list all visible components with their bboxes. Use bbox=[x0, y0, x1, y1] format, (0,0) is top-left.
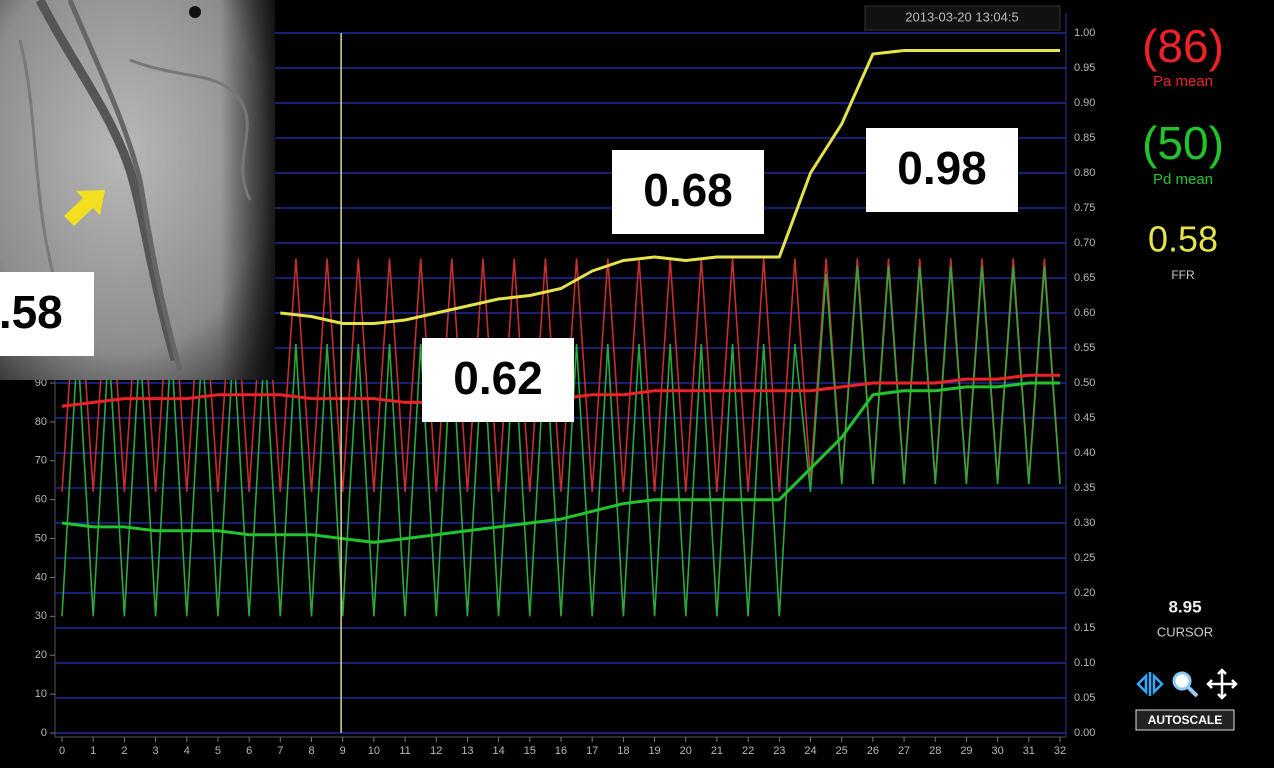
readout-value: 0.58 bbox=[1148, 219, 1218, 260]
autoscale-label: AUTOSCALE bbox=[1148, 713, 1222, 727]
x-tick-label: 10 bbox=[368, 745, 380, 757]
cursor-value: 8.95 bbox=[1168, 597, 1201, 616]
y-tick-label: 30 bbox=[35, 610, 47, 622]
x-tick-label: 26 bbox=[867, 745, 879, 757]
move-icon[interactable] bbox=[1208, 670, 1236, 698]
x-tick-label: 13 bbox=[461, 745, 473, 757]
x-tick-label: 15 bbox=[524, 745, 536, 757]
x-tick-label: 27 bbox=[898, 745, 910, 757]
timestamp: 2013-03-20 13:04:5 bbox=[905, 9, 1018, 24]
x-tick-label: 16 bbox=[555, 745, 567, 757]
overlay: 2013-03-20 13:04:5 0.68 0.98 0.62 0.58 bbox=[0, 0, 1060, 422]
y2-tick-label: 0.20 bbox=[1074, 587, 1095, 599]
y-tick-label: 10 bbox=[35, 688, 47, 700]
pan-icon[interactable] bbox=[1138, 672, 1162, 696]
y2-tick-label: 0.55 bbox=[1074, 342, 1095, 354]
y-tick-label: 50 bbox=[35, 532, 47, 544]
x-tick-label: 30 bbox=[992, 745, 1004, 757]
x-tick-label: 11 bbox=[399, 745, 410, 757]
cursor-label: CURSOR bbox=[1157, 624, 1213, 639]
x-tick-label: 12 bbox=[430, 745, 442, 757]
y-tick-label: 70 bbox=[35, 455, 47, 467]
x-tick-label: 14 bbox=[493, 745, 505, 757]
x-tick-label: 28 bbox=[929, 745, 941, 757]
y2-tick-label: 0.10 bbox=[1074, 657, 1095, 669]
y2-tick-label: 0.65 bbox=[1074, 272, 1095, 284]
y2-tick-label: 0.80 bbox=[1074, 167, 1095, 179]
x-tick-label: 3 bbox=[153, 745, 159, 757]
x-tick-label: 2 bbox=[121, 745, 127, 757]
x-tick-label: 21 bbox=[711, 745, 723, 757]
y2-tick-label: 0.40 bbox=[1074, 447, 1095, 459]
annotation-text: 0.98 bbox=[897, 142, 987, 194]
y-tick-label: 0 bbox=[41, 727, 47, 739]
y2-tick-label: 0.75 bbox=[1074, 202, 1095, 214]
x-tick-label: 22 bbox=[742, 745, 754, 757]
readout-label: Pd mean bbox=[1153, 171, 1213, 188]
readout-label: FFR bbox=[1171, 268, 1195, 282]
x-tick-label: 31 bbox=[1023, 745, 1035, 757]
annotation-text: 0.58 bbox=[0, 286, 63, 338]
ffr-display: 0.00 0.05 0.10 0.15 0.20 0.25 0.30 0.35 0.40 0.45… bbox=[0, 0, 1274, 768]
y-tick-label: 80 bbox=[35, 416, 47, 428]
x-tick-label: 17 bbox=[586, 745, 598, 757]
screen: 0.00 0.05 0.10 0.15 0.20 0.25 0.30 0.35 0.40 0.45… bbox=[0, 0, 1274, 768]
y-tick-label: 20 bbox=[35, 649, 47, 661]
y2-tick-label: 1.00 bbox=[1074, 27, 1095, 39]
x-tick-label: 23 bbox=[773, 745, 785, 757]
y2-tick-label: 0.95 bbox=[1074, 62, 1095, 74]
x-tick-label: 18 bbox=[617, 745, 629, 757]
x-tick-label: 9 bbox=[340, 745, 346, 757]
x-tick-label: 29 bbox=[960, 745, 972, 757]
y2-tick-label: 0.35 bbox=[1074, 482, 1095, 494]
x-tick-label: 5 bbox=[215, 745, 221, 757]
x-tick-label: 19 bbox=[648, 745, 660, 757]
y2-tick-label: 0.45 bbox=[1074, 412, 1095, 424]
x-tick-label: 0 bbox=[59, 745, 65, 757]
y-tick-label: 40 bbox=[35, 571, 47, 583]
y2-tick-label: 0.25 bbox=[1074, 552, 1095, 564]
readout-label: Pa mean bbox=[1153, 73, 1213, 90]
y2-tick-label: 0.85 bbox=[1074, 132, 1095, 144]
y2-tick-label: 0.90 bbox=[1074, 97, 1095, 109]
y2-tick-label: 0.60 bbox=[1074, 307, 1095, 319]
annotation-text: 0.68 bbox=[643, 164, 733, 216]
annotation-text: 0.62 bbox=[453, 352, 543, 404]
readout-value: (50) bbox=[1142, 117, 1224, 169]
x-tick-label: 24 bbox=[804, 745, 816, 757]
x-tick-label: 8 bbox=[308, 745, 314, 757]
y-tick-label: 60 bbox=[35, 494, 47, 506]
zoom-icon[interactable] bbox=[1174, 673, 1190, 689]
readout-value: (86) bbox=[1142, 20, 1224, 72]
x-tick-label: 4 bbox=[184, 745, 190, 757]
x-tick-label: 7 bbox=[277, 745, 283, 757]
zoom-icon-handle bbox=[1188, 687, 1197, 696]
x-tick-label: 25 bbox=[836, 745, 848, 757]
x-tick-label: 20 bbox=[680, 745, 692, 757]
y2-tick-label: 0.05 bbox=[1074, 692, 1095, 704]
y2-tick-label: 0.50 bbox=[1074, 377, 1095, 389]
x-tick-label: 6 bbox=[246, 745, 252, 757]
x-tick-label: 1 bbox=[90, 745, 96, 757]
y2-tick-label: 0.15 bbox=[1074, 622, 1095, 634]
marker bbox=[189, 6, 201, 18]
y2-tick-label: 0.00 bbox=[1074, 727, 1095, 739]
x-tick-label: 32 bbox=[1054, 745, 1066, 757]
y2-tick-label: 0.70 bbox=[1074, 237, 1095, 249]
y2-tick-label: 0.30 bbox=[1074, 517, 1095, 529]
